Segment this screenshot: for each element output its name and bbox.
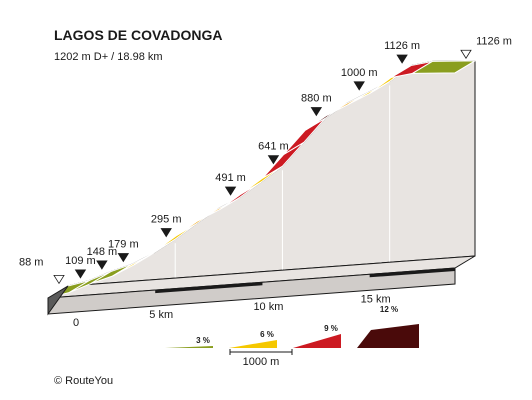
elevation-label: 641 m [258, 141, 289, 153]
elevation-marker [160, 228, 172, 238]
chart-title: LAGOS DE COVADONGA [54, 27, 223, 43]
elevation-label: 880 m [301, 93, 332, 105]
elevation-marker [96, 260, 108, 270]
elevation-marker [396, 54, 408, 64]
legend-swatch [229, 340, 277, 348]
elevation-marker [53, 275, 65, 285]
gradient-segment [410, 60, 477, 74]
x-tick-label: 15 km [361, 293, 391, 305]
elevation-marker [353, 81, 365, 91]
elevation-marker [267, 155, 280, 165]
copyright-text: © RouteYou [54, 375, 113, 387]
legend-label: 9 % [324, 324, 338, 333]
gradient-legend: 3 % 6 % 9 % 12 % 1000 m [165, 305, 419, 368]
x-tick-label: 10 km [253, 301, 283, 313]
legend-label: 6 % [260, 330, 274, 339]
elevation-label: 148 m [87, 246, 118, 258]
profile-left-face [47, 285, 69, 316]
elevation-label: 88 m [19, 256, 43, 268]
legend-label: 12 % [380, 305, 398, 314]
chart-subtitle: 1202 m D+ / 18.98 km [54, 51, 163, 63]
legend-label: 3 % [196, 336, 210, 345]
legend-swatch [165, 346, 213, 348]
elevation-label: 179 m [108, 239, 139, 251]
elevation-marker [117, 253, 130, 263]
x-tick-label: 0 [73, 317, 79, 329]
elevation-marker [310, 107, 323, 117]
legend-swatch [293, 334, 341, 348]
elevation-label: 295 m [151, 214, 182, 226]
x-tick-label: 5 km [149, 309, 173, 321]
elevation-label: 1000 m [341, 67, 378, 79]
elevation-label: 109 m [65, 255, 96, 267]
elevation-label: 491 m [215, 172, 246, 184]
scale-bar-label: 1000 m [243, 356, 280, 368]
elevation-marker [224, 186, 237, 196]
elevation-marker [74, 269, 87, 279]
km-bar [369, 268, 455, 278]
elevation-marker [460, 49, 472, 60]
elevation-label: 1126 m [384, 40, 420, 52]
legend-swatch [357, 324, 419, 348]
km-bar [155, 282, 263, 294]
elevation-label: 1126 m [476, 35, 512, 47]
